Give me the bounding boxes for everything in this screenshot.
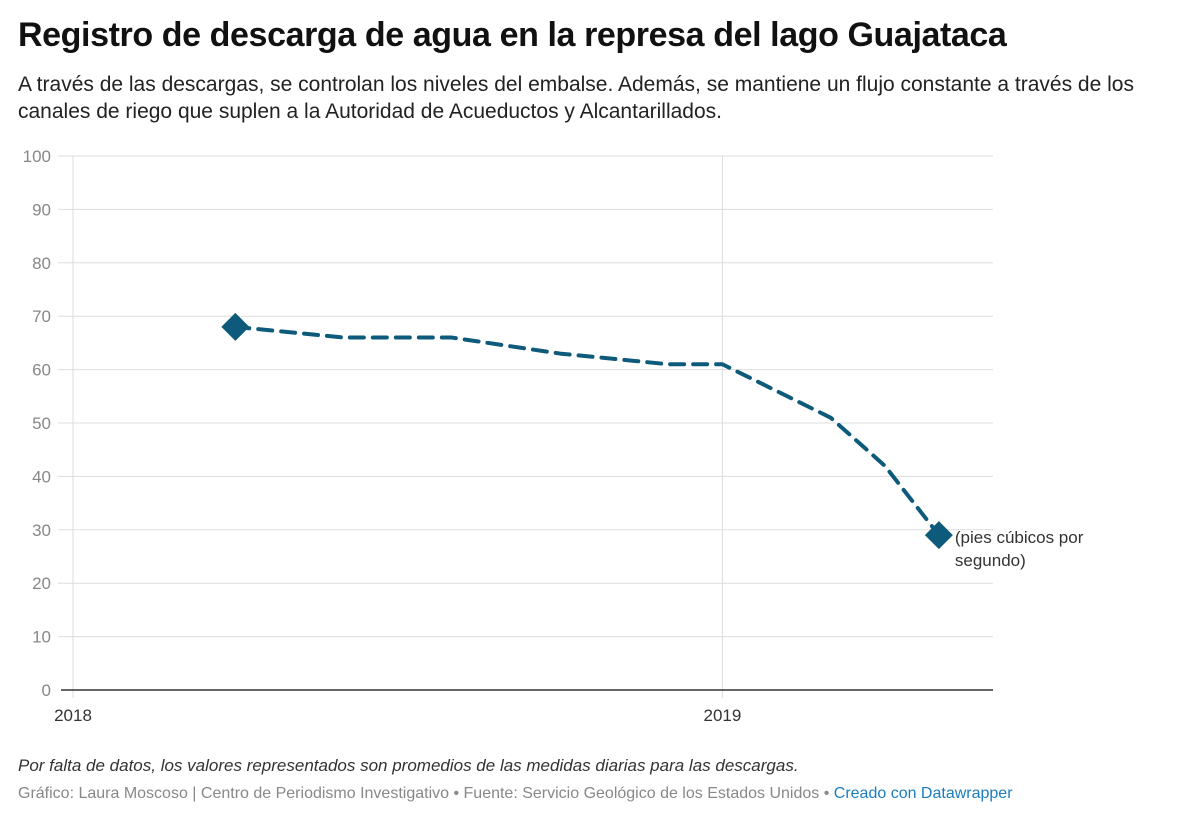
y-tick-label: 80 [32, 254, 51, 273]
credits-line: Gráfico: Laura Moscoso | Centro de Perio… [18, 785, 1013, 803]
y-tick-label: 30 [32, 521, 51, 540]
data-point-first [221, 312, 250, 341]
y-tick-label: 100 [23, 147, 51, 166]
y-tick-label: 60 [32, 361, 51, 380]
series-end-label: (pies cúbicos por [955, 528, 1084, 547]
chart-subtitle: A través de las descargas, se controlan … [18, 73, 1134, 123]
x-tick-label: 2019 [703, 706, 741, 725]
y-tick-label: 50 [32, 414, 51, 433]
y-tick-label: 20 [32, 574, 51, 593]
footnote: Por falta de datos, los valores represen… [18, 756, 799, 775]
y-tick-label: 0 [42, 681, 51, 700]
line-chart: 0 10 20 30 40 50 60 70 80 90 100 2018 2019 (pies cúbi… [23, 147, 1084, 725]
datawrapper-link[interactable]: Creado con Datawrapper [833, 785, 1013, 802]
series-line [233, 324, 941, 538]
y-tick-label: 70 [32, 307, 51, 326]
chart-title: Registro de descarga de agua en la repre… [18, 16, 1007, 54]
y-tick-label: 90 [32, 200, 51, 219]
credits-text: Gráfico: Laura Moscoso | Centro de Perio… [18, 785, 830, 802]
series-end-label: segundo) [955, 551, 1026, 570]
y-tick-label: 10 [32, 628, 51, 647]
y-tick-label: 40 [32, 467, 51, 486]
data-point-last [924, 521, 953, 550]
x-tick-label: 2018 [54, 706, 92, 725]
